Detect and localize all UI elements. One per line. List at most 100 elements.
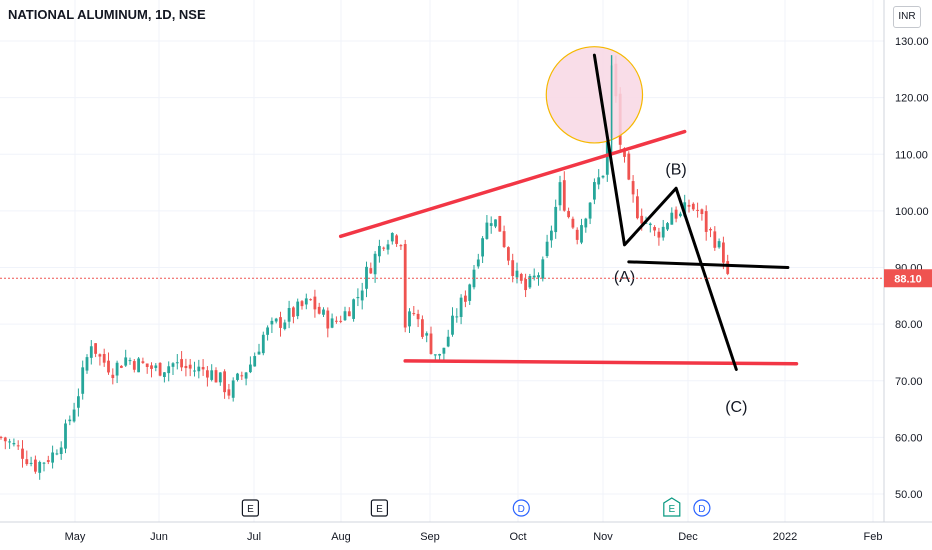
candle-body <box>249 364 252 373</box>
last-price-label: 88.10 <box>894 273 922 285</box>
time-tick-label: Dec <box>678 531 698 543</box>
candle-body <box>717 241 721 248</box>
highlight-circle <box>545 46 644 144</box>
wave-label: (C) <box>725 399 747 416</box>
candle-body <box>137 358 140 373</box>
candle-body <box>588 202 592 219</box>
candle-body <box>704 211 708 232</box>
candle-body <box>218 372 222 383</box>
candle-body <box>197 366 201 372</box>
candle-body <box>515 270 519 278</box>
candle-body <box>236 373 239 380</box>
candle-body <box>481 238 484 257</box>
candle-body <box>631 181 635 195</box>
candle-body <box>42 462 46 464</box>
candle-body <box>438 354 441 356</box>
candle-body <box>46 460 50 462</box>
chart-title: NATIONAL ALUMINUM, 1D, NSE <box>8 7 206 22</box>
time-tick-label: Jun <box>150 531 168 543</box>
candle-body <box>210 370 214 380</box>
price-tick-label: 130.00 <box>895 36 929 48</box>
event-marker-letter: E <box>668 504 675 515</box>
time-tick-label: Oct <box>509 531 526 543</box>
candle-body <box>38 462 42 473</box>
candle-body <box>34 459 37 472</box>
candle-body <box>455 316 459 318</box>
candle-body <box>687 204 691 207</box>
candle-body <box>661 226 665 238</box>
candle-body <box>180 359 183 368</box>
candle-body <box>558 182 562 206</box>
candle-body <box>89 346 93 358</box>
candle-body <box>231 380 235 398</box>
candle-body <box>322 309 325 315</box>
event-marker-letter: E <box>247 504 254 515</box>
candle-body <box>287 308 291 322</box>
candle-body <box>25 459 29 465</box>
candle-body <box>657 231 661 238</box>
candle-body <box>416 313 420 320</box>
candle-body <box>77 396 80 408</box>
candle-body <box>81 367 85 394</box>
candle-body <box>12 443 16 445</box>
candle-body <box>640 215 644 224</box>
candle-body <box>498 216 502 232</box>
candle-body <box>571 218 575 228</box>
price-tick-label: 60.00 <box>895 432 923 444</box>
candle-body <box>584 218 588 228</box>
candle-body <box>94 343 97 354</box>
candle-body <box>317 306 321 314</box>
candle-body <box>335 320 338 322</box>
candle-body <box>386 244 390 250</box>
candle-body <box>679 213 682 217</box>
candle-body <box>214 370 218 383</box>
candle-body <box>120 365 123 368</box>
candle-body <box>296 301 300 317</box>
event-marker-letter: E <box>376 504 383 515</box>
candle-body <box>562 180 566 211</box>
candle-body <box>132 361 136 370</box>
candle-body <box>171 363 175 367</box>
candle-body <box>399 245 403 247</box>
candle-body <box>283 322 287 329</box>
candle-body <box>8 441 11 443</box>
candle-body <box>158 362 162 376</box>
candle-body <box>98 354 102 357</box>
candle-body <box>408 311 411 327</box>
candle-body <box>468 284 472 301</box>
time-tick-label: Feb <box>864 531 883 543</box>
candle-body <box>352 299 355 319</box>
candle-body <box>369 268 373 274</box>
candle-body <box>16 445 20 447</box>
candle-body <box>330 318 334 328</box>
candle-body <box>550 230 553 241</box>
candle-body <box>274 318 278 322</box>
candle-body <box>227 389 231 396</box>
candle-body <box>451 315 454 335</box>
candle-body <box>433 354 437 356</box>
candle-body <box>102 354 106 363</box>
candle-body <box>648 223 652 226</box>
candle-body <box>511 260 515 277</box>
candle-body <box>605 140 609 175</box>
candle-body <box>537 275 540 278</box>
candle-body <box>459 297 463 317</box>
candle-body <box>240 375 244 377</box>
candle-body <box>446 336 450 347</box>
price-tick-label: 100.00 <box>895 206 929 218</box>
candle-body <box>519 273 523 281</box>
candle-body <box>502 231 506 247</box>
candle-body <box>150 365 153 369</box>
currency-badge[interactable]: INR <box>893 6 921 28</box>
candle-body <box>412 313 416 315</box>
candle-body <box>270 320 274 325</box>
price-tick-label: 80.00 <box>895 319 923 331</box>
candle-body <box>313 296 317 310</box>
event-marker-earnings <box>370 499 388 517</box>
time-tick-label: Jul <box>247 531 261 543</box>
price-tick-label: 110.00 <box>895 149 928 161</box>
candle-body <box>713 231 717 248</box>
price-tick-label: 120.00 <box>895 93 929 105</box>
candle-body <box>253 356 257 367</box>
